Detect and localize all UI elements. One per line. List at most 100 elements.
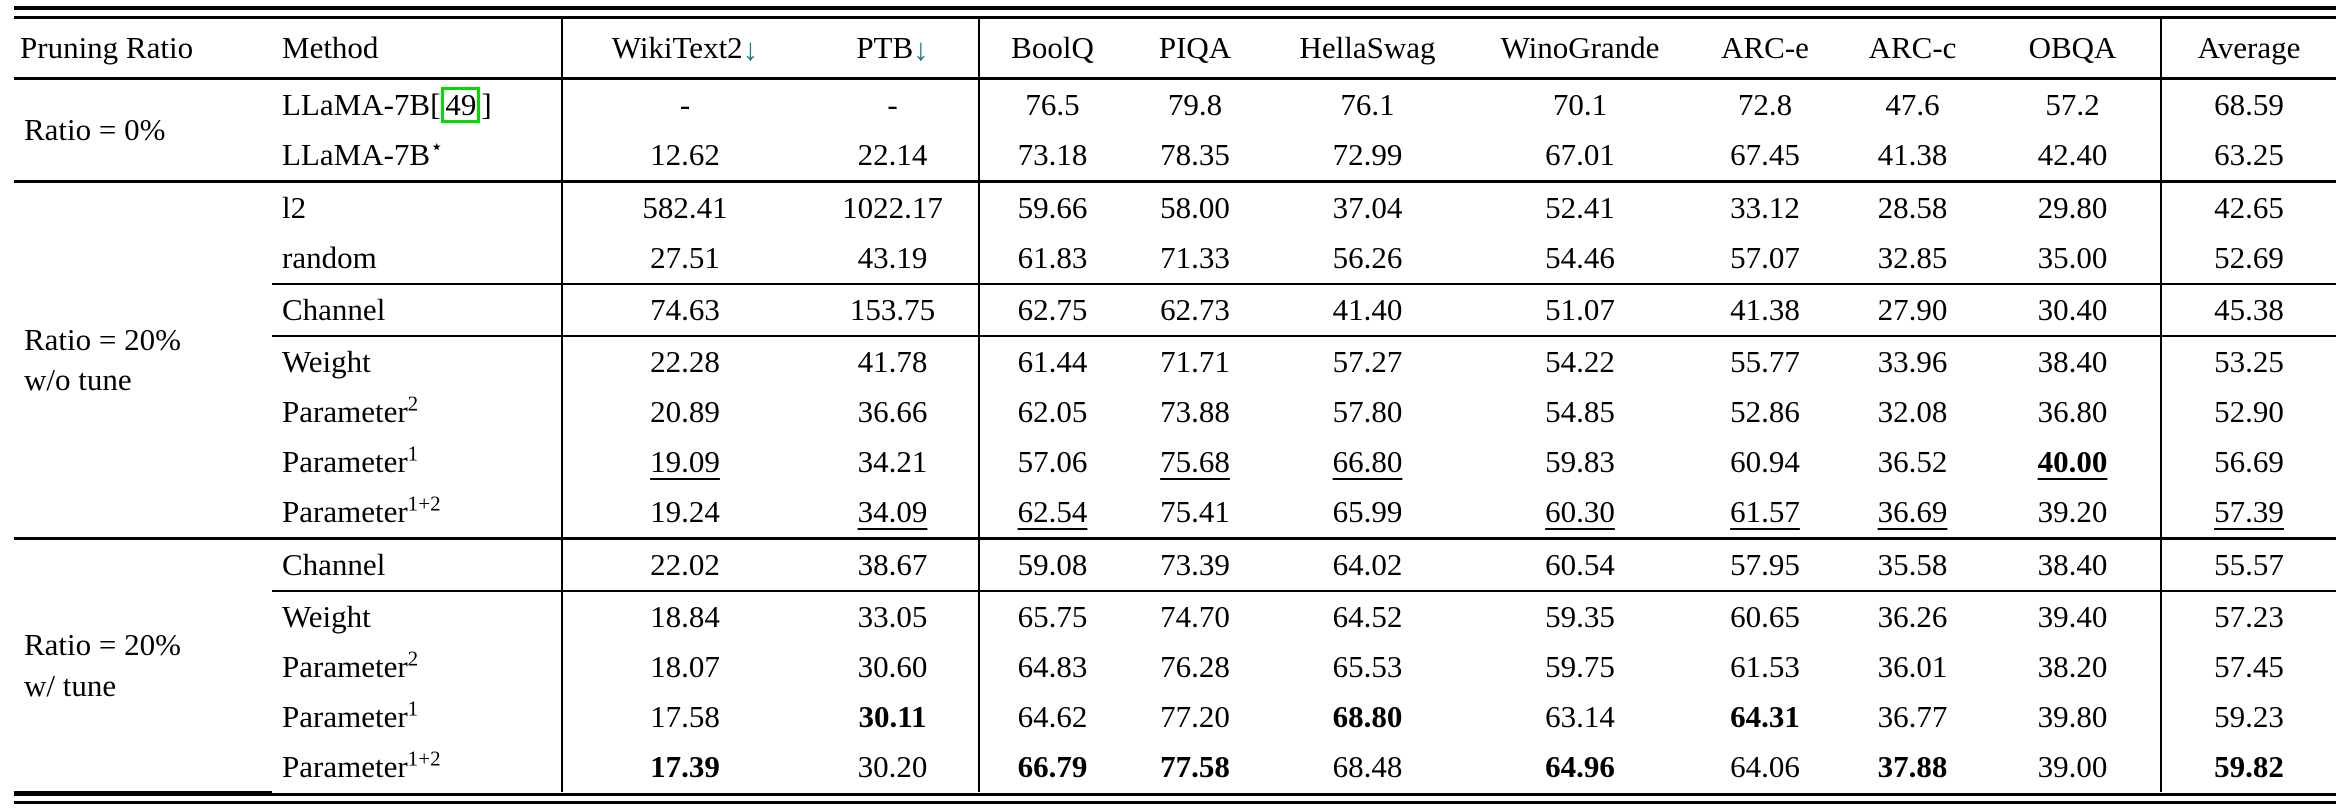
cell-arc-e: 52.86 [1690, 387, 1840, 437]
cell-piqa: 71.71 [1125, 336, 1265, 387]
cell-winogrande: 60.54 [1470, 537, 1690, 592]
cell-value: 38.40 [2037, 546, 2108, 582]
cell-average: 57.45 [2161, 642, 2336, 692]
cell-value: 41.38 [1877, 136, 1948, 172]
cell-hellaswag: 76.1 [1265, 79, 1470, 131]
cell-average: 59.82 [2161, 742, 2336, 792]
cell-method: LLaMA-7B[49] [272, 78, 563, 130]
cell-value: 57.27 [1332, 343, 1403, 379]
cell-value: 65.75 [1017, 598, 1088, 634]
cell-value: 582.41 [642, 189, 728, 225]
cell-value: 18.07 [650, 648, 720, 684]
cell-value: 39.40 [2037, 598, 2108, 634]
cell-average: 42.65 [2161, 180, 2336, 233]
cell-value: 59.66 [1017, 189, 1088, 225]
cell-value: 12.62 [650, 136, 720, 172]
cell-value: 30.20 [857, 748, 928, 784]
cell-value: 35.00 [2037, 239, 2108, 275]
col-header-label: Average [2197, 29, 2301, 65]
cell-value: - [679, 86, 691, 122]
method-superscript: 1+2 [407, 491, 441, 516]
cell-value: 68.80 [1332, 698, 1403, 734]
table-row: Parameter2 20.89 36.66 62.05 73.88 57.80 54.85… [14, 387, 2336, 437]
citation-link[interactable]: 49 [441, 87, 481, 123]
cell-value: 22.28 [650, 343, 720, 379]
cell-wikitext2: 19.09 [562, 437, 807, 487]
method-label: LLaMA-7B [282, 87, 431, 123]
cell-wikitext2: 22.02 [562, 537, 807, 592]
cell-value: 73.18 [1017, 136, 1088, 172]
cell-method: Parameter2 [272, 642, 563, 692]
method-superscript: 1 [407, 441, 419, 466]
cell-obqa: 39.40 [1985, 591, 2162, 642]
cell-boolq: 59.08 [979, 537, 1125, 592]
cell-arc-c: 37.88 [1840, 742, 1985, 792]
cell-boolq: 73.18 [979, 130, 1125, 182]
col-header-label: WikiText2 [611, 29, 743, 65]
cell-value: 39.00 [2037, 748, 2108, 784]
cell-value: 57.39 [2214, 493, 2284, 529]
cell-value: 34.21 [857, 443, 928, 479]
cell-value: 62.54 [1017, 493, 1088, 529]
cell-value: 60.30 [1545, 493, 1615, 529]
cell-value: 67.01 [1545, 136, 1615, 172]
cell-hellaswag: 57.27 [1265, 336, 1470, 387]
col-header-piqa: PIQA [1125, 19, 1265, 80]
cell-hellaswag: 64.02 [1265, 537, 1470, 592]
cell-value: 56.69 [2214, 443, 2284, 479]
cell-value: 75.68 [1160, 443, 1230, 479]
col-header-arc-c: ARC-c [1840, 19, 1985, 80]
cell-boolq: 66.79 [979, 742, 1125, 792]
cell-method: Parameter1+2 [272, 742, 563, 792]
cell-method: Parameter1 [272, 437, 563, 487]
method-label: Parameter [282, 648, 408, 684]
cell-winogrande: 70.1 [1470, 79, 1690, 131]
cell-value: 67.45 [1730, 136, 1800, 172]
cell-value: 72.8 [1737, 86, 1793, 122]
table-row: Parameter1+2 17.39 30.20 66.79 77.58 68.48 64.… [14, 742, 2336, 792]
cell-obqa: 39.00 [1985, 742, 2162, 792]
cell-value: 36.69 [1877, 493, 1948, 529]
cell-hellaswag: 65.99 [1265, 487, 1470, 539]
col-header-pruning-ratio: Pruning Ratio [14, 19, 272, 80]
col-header-method: Method [272, 19, 563, 80]
cell-ptb: 41.78 [807, 336, 980, 387]
group-label: Ratio = 20% w/ tune [14, 537, 272, 793]
cell-winogrande: 60.30 [1470, 487, 1690, 539]
cell-boolq: 62.75 [979, 284, 1125, 337]
cell-value: 29.80 [2037, 189, 2108, 225]
cell-value: 36.77 [1877, 698, 1948, 734]
cell-arc-c: 28.58 [1840, 180, 1985, 233]
cell-value: 62.75 [1017, 291, 1088, 327]
cell-arc-c: 36.69 [1840, 487, 1985, 539]
table-header: Pruning Ratio Method WikiText2↓ PTB↓ BoolQ PI… [14, 19, 2336, 80]
cell-hellaswag: 72.99 [1265, 130, 1470, 182]
cell-hellaswag: 37.04 [1265, 180, 1470, 233]
cell-obqa: 42.40 [1985, 130, 2162, 182]
cell-value: 68.59 [2214, 86, 2284, 122]
cell-value: 52.69 [2214, 239, 2284, 275]
cell-arc-e: 61.53 [1690, 642, 1840, 692]
cell-ptb: 30.11 [807, 692, 980, 742]
cell-arc-c: 36.01 [1840, 642, 1985, 692]
cell-arc-c: 32.08 [1840, 387, 1985, 437]
cell-ptb: 1022.17 [807, 180, 980, 233]
cell-boolq: 61.83 [979, 233, 1125, 285]
table-row: Channel 74.63 153.75 62.75 62.73 41.40 51.07 41… [14, 284, 2336, 337]
method-label: Parameter [282, 748, 408, 784]
cell-obqa: 30.40 [1985, 284, 2162, 337]
table-row: Ratio = 20% w/ tune Channel 22.02 38.67 59.08… [14, 537, 2336, 793]
cell-value: 36.01 [1877, 648, 1948, 684]
group-label: Ratio = 20% w/o tune [14, 180, 272, 539]
cell-value: 32.08 [1877, 393, 1948, 429]
cell-wikitext2: 18.84 [562, 591, 807, 642]
group-label-line: w/o tune [24, 362, 132, 397]
cell-arc-e: 60.65 [1690, 591, 1840, 642]
method-label: Parameter [282, 698, 408, 734]
cell-value: 59.23 [2214, 698, 2284, 734]
cell-method: Parameter1+2 [272, 487, 563, 539]
cell-value: 79.8 [1167, 86, 1223, 122]
lower-is-better-arrow-icon: ↓ [742, 31, 759, 67]
cell-arc-c: 47.6 [1840, 79, 1985, 131]
cell-wikitext2: 582.41 [562, 180, 807, 233]
